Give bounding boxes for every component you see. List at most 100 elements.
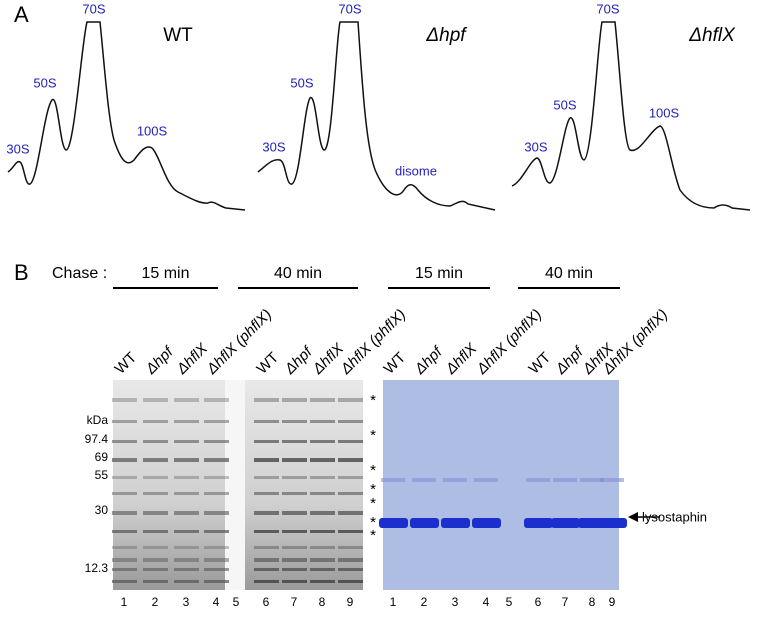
strain-label: Δhpf (425, 25, 467, 46)
asterisk: * (370, 527, 376, 544)
gel-band (254, 580, 279, 583)
gel-band (112, 530, 137, 533)
gel-band (282, 511, 307, 515)
lane-number: 2 (152, 595, 159, 609)
lane-label: WT (526, 349, 555, 378)
gel-band (412, 478, 436, 482)
gel-band (112, 458, 137, 462)
gel-band (112, 580, 137, 583)
gel-band (204, 511, 229, 515)
gel-band (310, 511, 335, 515)
gel-band (112, 440, 137, 443)
gel-band (338, 476, 363, 479)
gel-band (282, 440, 307, 443)
gel-band (204, 476, 229, 479)
kda-label: kDa (87, 413, 109, 427)
gel-band (254, 546, 279, 549)
gel-band (310, 492, 335, 495)
gel-band (112, 511, 137, 515)
gel-band (310, 458, 335, 462)
lane-number: 4 (213, 595, 220, 609)
gel-band (472, 518, 501, 528)
gel-band (580, 478, 604, 482)
lane-number: 3 (452, 595, 459, 609)
gel-band (143, 558, 168, 562)
gel-band (338, 568, 363, 571)
lane-number: 7 (562, 595, 569, 609)
lane-number: 5 (233, 595, 240, 609)
timepoint-label: 15 min (141, 265, 189, 282)
asterisk: * (370, 514, 376, 531)
lane-number: 6 (535, 595, 542, 609)
gel-band (112, 492, 137, 495)
peak-label: 70S (596, 1, 619, 16)
gel-band (254, 440, 279, 443)
gel-band (254, 511, 279, 515)
asterisk: * (370, 495, 376, 512)
marker-label: 30 (95, 503, 109, 517)
lane-number: 8 (319, 595, 326, 609)
gel-band (254, 530, 279, 533)
marker-label: 97.4 (85, 432, 109, 446)
arrow-label: lysostaphin (642, 509, 707, 524)
arrow-head (628, 512, 638, 522)
asterisk: * (370, 481, 376, 498)
peak-label: 100S (137, 123, 168, 138)
peak-label: 50S (33, 75, 56, 90)
gel-band (112, 558, 137, 562)
gel-band (310, 568, 335, 571)
gel-band (282, 546, 307, 549)
trace (511, 21, 751, 211)
peak-label: 100S (649, 105, 680, 120)
lane-number: 4 (483, 595, 490, 609)
panel-label: A (14, 2, 29, 27)
lane-number: 9 (347, 595, 354, 609)
lane-number: 5 (506, 595, 513, 609)
gel-band (553, 478, 577, 482)
gel-band (600, 478, 624, 482)
gel-band (338, 492, 363, 495)
empty-lane (225, 380, 245, 590)
gel-band (282, 568, 307, 571)
gel-band (143, 440, 168, 443)
gel-band (112, 420, 137, 423)
gel-band (282, 398, 307, 402)
gel-band (143, 530, 168, 533)
asterisk: * (370, 427, 376, 444)
gel-band (174, 546, 199, 549)
gel-band (310, 476, 335, 479)
gel-band (112, 398, 137, 402)
gel-band (174, 476, 199, 479)
trace (257, 21, 496, 211)
peak-label: 50S (290, 75, 313, 90)
gel-band (310, 398, 335, 402)
gel-band (338, 530, 363, 533)
gel-band (338, 511, 363, 515)
asterisk: * (370, 462, 376, 479)
coomassie-gel (383, 380, 619, 590)
gel-band (282, 458, 307, 462)
gel-band (254, 558, 279, 562)
gel-band (338, 580, 363, 583)
gel-band (174, 440, 199, 443)
gel-band (310, 530, 335, 533)
gel-band (310, 558, 335, 562)
marker-label: 69 (95, 450, 109, 464)
lane-label: ΔhflX (309, 340, 348, 379)
lane-label: Δhpf (281, 342, 317, 378)
gel-band (174, 458, 199, 462)
gel-band (254, 476, 279, 479)
peak-label: 30S (6, 141, 29, 156)
lane-label: WT (254, 349, 283, 378)
lane-label: Δhpf (142, 342, 178, 378)
gel-band (338, 420, 363, 423)
lane-label: Δhpf (411, 342, 447, 378)
gel-band (282, 492, 307, 495)
gel-band (143, 492, 168, 495)
gel-band (204, 580, 229, 583)
gel-band (338, 558, 363, 562)
lane-number: 9 (609, 595, 616, 609)
gel-band (204, 568, 229, 571)
gel-band (174, 511, 199, 515)
